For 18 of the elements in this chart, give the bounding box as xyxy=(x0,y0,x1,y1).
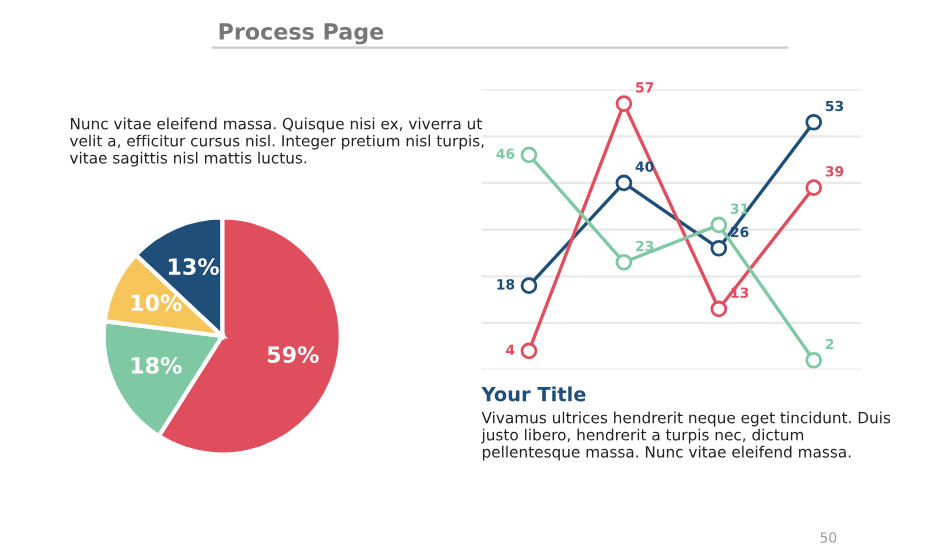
data-label: 10% xyxy=(131,294,182,312)
point xyxy=(615,253,633,271)
point xyxy=(710,300,728,318)
chart-title: Process Page xyxy=(219,23,384,45)
point xyxy=(805,113,823,131)
data-label: 18% xyxy=(131,356,182,374)
point xyxy=(805,179,823,196)
point xyxy=(520,342,538,360)
data-label: 13% xyxy=(168,258,219,275)
point xyxy=(520,146,538,164)
data-label: 59% xyxy=(267,346,319,363)
point xyxy=(710,216,728,234)
point xyxy=(615,95,633,112)
point xyxy=(520,277,538,294)
text: Your Title xyxy=(481,386,586,402)
point xyxy=(615,174,633,192)
point xyxy=(805,351,823,369)
point xyxy=(710,239,728,257)
